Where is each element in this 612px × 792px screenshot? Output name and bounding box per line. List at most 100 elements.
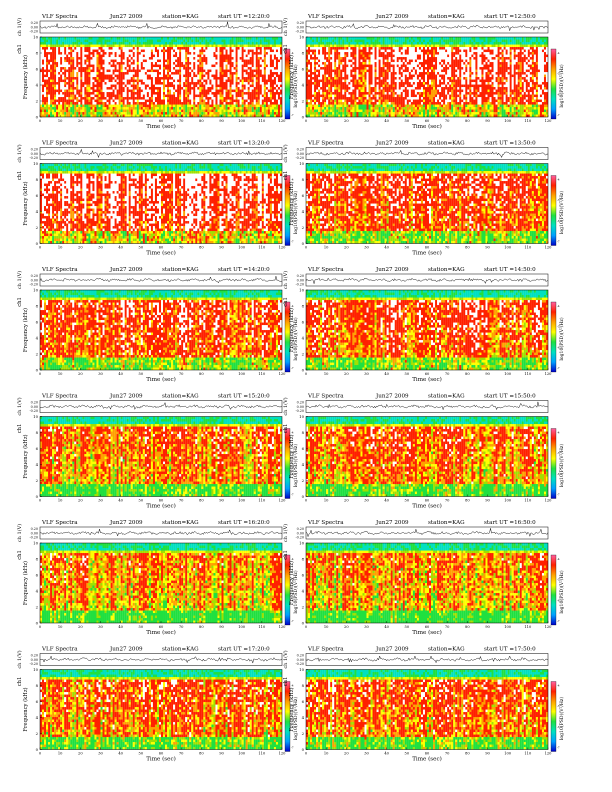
x-tick-label: 40: [118, 119, 123, 123]
colorbar-tick-label: -4: [291, 431, 294, 435]
start-ut-label: start UT =17:20:0: [218, 647, 270, 653]
colorbar-tick-label: -4: [291, 684, 294, 688]
instrument-label: VLF Spectra: [41, 520, 78, 526]
colorbar-label: log10(PSD)(V²/Hz): [558, 570, 565, 613]
colorbar-tick-label: -7: [291, 366, 294, 370]
x-tick-label: 100: [238, 372, 246, 376]
instrument-label: VLF Spectra: [307, 647, 344, 653]
y-tick-label: 8: [302, 683, 305, 688]
start-ut-label: start UT =13:50:0: [484, 141, 536, 147]
x-tick-label: 100: [504, 625, 512, 629]
x-tick-label: 0: [305, 119, 308, 123]
start-ut-label: start UT =16:50:0: [484, 520, 536, 526]
panel-header: VLF Spectra Jun27 2009 station=KAG start UT…: [307, 14, 536, 20]
spectrogram-ylabel: Frequency (kHz): [288, 55, 295, 99]
y-tick-label: 10: [33, 540, 38, 545]
date-label: Jun27 2009: [109, 267, 143, 273]
y-tick-label: 10: [33, 287, 38, 292]
panel-header: VLF Spectra Jun27 2009 station=KAG start UT…: [41, 14, 270, 20]
x-tick-label: 40: [118, 752, 123, 756]
panel-1: VLF Spectra Jun27 2009 station=KAG start UT…: [16, 14, 299, 130]
station-label: station=KAG: [428, 14, 465, 20]
x-tick-label: 30: [98, 119, 103, 123]
x-tick-label: 40: [118, 625, 123, 629]
x-tick-label: 90: [485, 246, 490, 250]
x-tick-label: 70: [179, 119, 184, 123]
x-tick-label: 80: [199, 119, 204, 123]
colorbar-tick-label: -7: [291, 493, 294, 497]
x-tick-label: 0: [305, 499, 308, 503]
colorbar-tick-label: -4: [557, 51, 560, 55]
y-tick-label: 4: [302, 82, 305, 87]
x-tick-label: 120: [545, 625, 553, 629]
x-tick-label: 60: [159, 372, 164, 376]
spectrogram-ylabel: Frequency (kHz): [288, 181, 295, 225]
x-tick-label: 110: [258, 119, 266, 123]
date-label: Jun27 2009: [109, 394, 143, 400]
station-label: station=KAG: [428, 520, 465, 526]
spectrogram-ylabel: Frequency (kHz): [22, 308, 29, 352]
x-tick-label: 30: [364, 499, 369, 503]
colorbar-tick-label: -7: [291, 619, 294, 623]
x-tick-label: 60: [159, 499, 164, 503]
y-tick-label: 10: [33, 34, 38, 39]
spectrogram-ylabel: Frequency (kHz): [288, 561, 295, 605]
waveform-tick-label: -0.20: [30, 156, 38, 160]
waveform-tick-label: -0.20: [30, 536, 38, 540]
waveform-tick-label: -0.20: [30, 662, 38, 666]
x-tick-label: 0: [39, 372, 42, 376]
instrument-label: VLF Spectra: [41, 141, 78, 147]
x-tick-label: 90: [219, 119, 224, 123]
x-tick-label: 80: [199, 499, 204, 503]
x-tick-label: 50: [405, 625, 410, 629]
station-label: station=KAG: [162, 394, 199, 400]
instrument-label: VLF Spectra: [41, 394, 78, 400]
x-tick-label: 50: [405, 119, 410, 123]
colorbar-tick-label: -4: [291, 178, 294, 182]
x-tick-label: 20: [78, 372, 83, 376]
y-tick-label: 8: [302, 303, 305, 308]
x-tick-label: 100: [504, 752, 512, 756]
x-tick-label: 40: [384, 752, 389, 756]
y-tick-label: 6: [36, 193, 39, 198]
y-tick-label: 6: [36, 319, 39, 324]
x-tick-label: 10: [58, 499, 63, 503]
x-tick-label: 30: [364, 752, 369, 756]
station-label: station=KAG: [162, 141, 199, 147]
y-tick-label: 6: [36, 446, 39, 451]
y-tick-label: 2: [36, 351, 39, 356]
colorbar-tick-label: -4: [557, 557, 560, 561]
spectrogram-channel-label: ch1: [283, 44, 289, 54]
y-tick-label: 6: [302, 66, 305, 71]
x-tick-label: 40: [118, 246, 123, 250]
y-tick-label: 8: [302, 556, 305, 561]
x-tick-label: 40: [118, 499, 123, 503]
colorbar-tick-label: -7: [557, 619, 560, 623]
y-tick-label: 2: [302, 604, 305, 609]
station-label: station=KAG: [428, 141, 465, 147]
x-tick-label: 50: [405, 752, 410, 756]
y-tick-label: 10: [33, 667, 38, 672]
x-tick-label: 20: [344, 625, 349, 629]
x-tick-label: 30: [364, 372, 369, 376]
instrument-label: VLF Spectra: [307, 394, 344, 400]
waveform-ylabel: ch 1(V): [282, 18, 289, 36]
x-tick-label: 120: [279, 625, 287, 629]
y-tick-label: 10: [299, 161, 304, 166]
x-tick-label: 50: [139, 119, 144, 123]
panel-2: VLF Spectra Jun27 2009 station=KAG start UT…: [282, 14, 565, 130]
x-tick-label: 60: [159, 119, 164, 123]
x-tick-label: 100: [238, 119, 246, 123]
x-tick-label: 100: [504, 119, 512, 123]
x-tick-label: 20: [344, 372, 349, 376]
x-tick-label: 30: [98, 246, 103, 250]
x-axis-label: Time (sec): [146, 756, 176, 763]
x-tick-label: 90: [219, 499, 224, 503]
panel-8: VLF Spectra Jun27 2009 station=KAG start UT…: [282, 394, 565, 510]
